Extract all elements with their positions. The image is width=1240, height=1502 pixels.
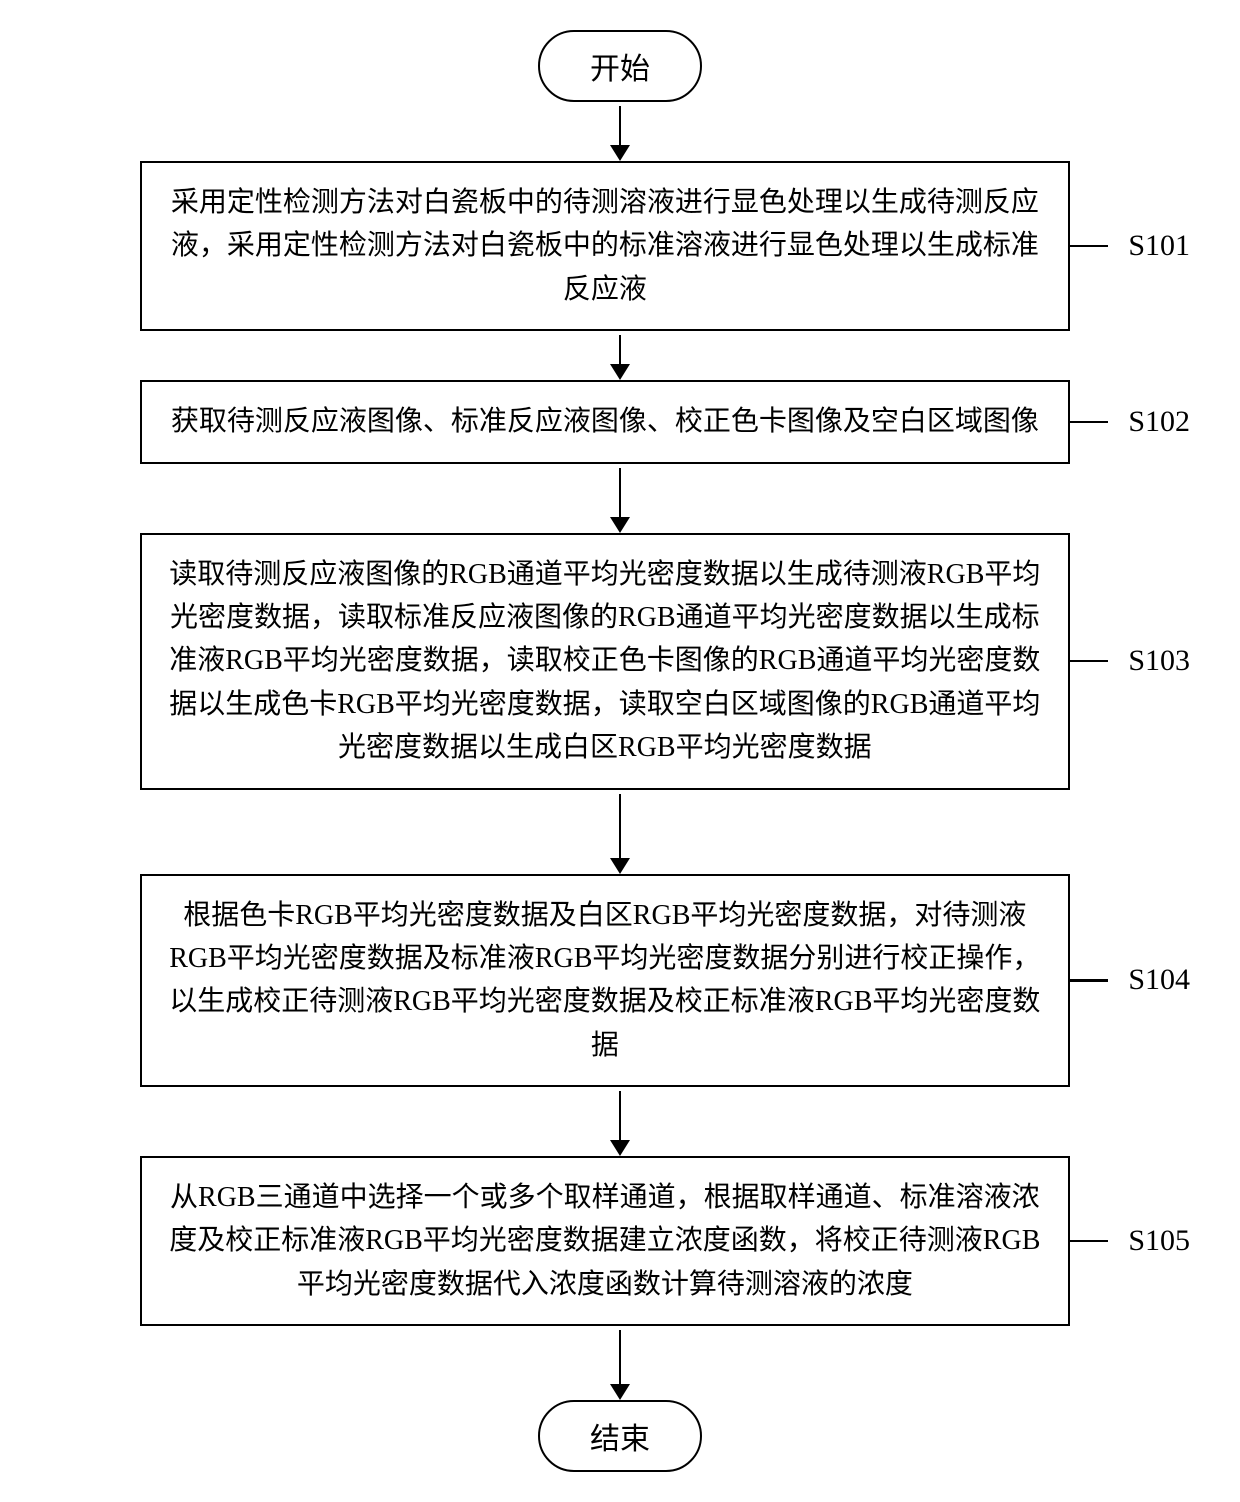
step-connector [1070,421,1109,424]
process-box-s105: 从RGB三通道中选择一个或多个取样通道，根据取样通道、标准溶液浓度及校正标准液R… [140,1156,1070,1326]
step-label-s104: S104 [1128,963,1190,997]
process-box-s103: 读取待测反应液图像的RGB通道平均光密度数据以生成待测液RGB平均光密度数据，读… [140,533,1070,790]
arrow-head [610,858,630,874]
flowchart-container: 开始 采用定性检测方法对白瓷板中的待测溶液进行显色处理以生成待测反应液，采用定性… [50,30,1190,1472]
process-text: 根据色卡RGB平均光密度数据及白区RGB平均光密度数据，对待测液RGB平均光密度… [169,900,1040,1061]
process-box-s101: 采用定性检测方法对白瓷板中的待测溶液进行显色处理以生成待测反应液，采用定性检测方… [140,161,1070,331]
process-box-s104: 根据色卡RGB平均光密度数据及白区RGB平均光密度数据，对待测液RGB平均光密度… [140,874,1070,1088]
step-label-s102: S102 [1128,405,1190,439]
step-row-s101: 采用定性检测方法对白瓷板中的待测溶液进行显色处理以生成待测反应液，采用定性检测方… [50,161,1190,331]
step-label-s103: S103 [1128,644,1190,678]
arrow-2 [610,468,630,533]
arrow-head [610,517,630,533]
arrow-4 [610,1091,630,1156]
end-label: 结束 [590,1423,650,1456]
arrow-1 [610,335,630,380]
arrow-line [619,335,622,365]
process-text: 读取待测反应液图像的RGB通道平均光密度数据以生成待测液RGB平均光密度数据，读… [169,559,1040,764]
arrow-head [610,364,630,380]
process-text: 采用定性检测方法对白瓷板中的待测溶液进行显色处理以生成待测反应液，采用定性检测方… [171,187,1039,305]
start-terminator: 开始 [538,30,702,102]
step-connector [1070,979,1109,982]
arrow-head [610,145,630,161]
step-connector [1070,1240,1109,1243]
arrow-line [619,794,622,859]
arrow-line [619,1091,622,1141]
step-row-s105: 从RGB三通道中选择一个或多个取样通道，根据取样通道、标准溶液浓度及校正标准液R… [50,1156,1190,1326]
arrow-0 [610,106,630,161]
arrow-line [619,1330,622,1385]
arrow-line [619,106,622,146]
arrow-3 [610,794,630,874]
arrow-end [610,1330,630,1400]
process-text: 获取待测反应液图像、标准反应液图像、校正色卡图像及空白区域图像 [171,406,1039,437]
arrow-head [610,1140,630,1156]
step-connector [1070,660,1109,663]
step-row-s104: 根据色卡RGB平均光密度数据及白区RGB平均光密度数据，对待测液RGB平均光密度… [50,874,1190,1088]
step-row-s102: 获取待测反应液图像、标准反应液图像、校正色卡图像及空白区域图像 S102 [50,380,1190,463]
process-box-s102: 获取待测反应液图像、标准反应液图像、校正色卡图像及空白区域图像 [140,380,1070,463]
step-label-s105: S105 [1128,1224,1190,1258]
step-connector [1070,245,1109,248]
step-label-s101: S101 [1128,229,1190,263]
step-row-s103: 读取待测反应液图像的RGB通道平均光密度数据以生成待测液RGB平均光密度数据，读… [50,533,1190,790]
arrow-line [619,468,622,518]
process-text: 从RGB三通道中选择一个或多个取样通道，根据取样通道、标准溶液浓度及校正标准液R… [169,1182,1040,1300]
start-label: 开始 [590,53,650,86]
arrow-head [610,1384,630,1400]
end-terminator: 结束 [538,1400,702,1472]
